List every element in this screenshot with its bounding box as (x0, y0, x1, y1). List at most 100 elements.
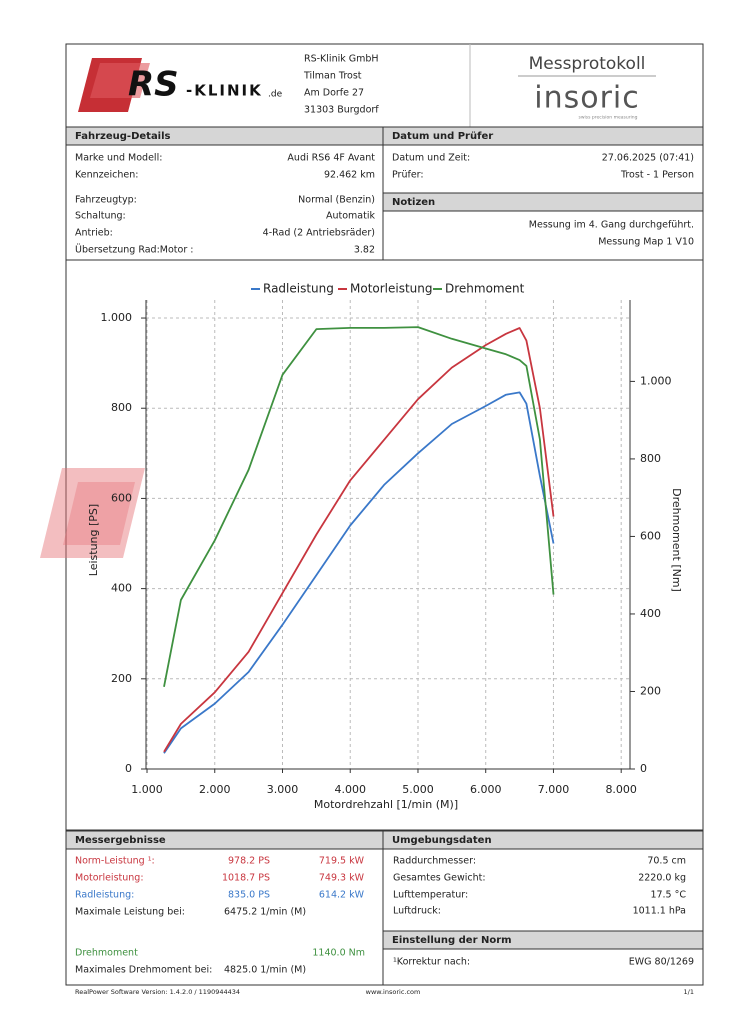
y2-tick-label: 0 (640, 762, 647, 775)
y2-axis-title: Drehmoment [Nm] (670, 488, 683, 592)
field-value: 2220.0 kg (638, 873, 686, 884)
series-line (163, 326, 555, 687)
field-value: 27.06.2025 (07:41) (602, 153, 694, 164)
series-line (163, 391, 555, 754)
x-axis-title: Motordrehzahl [1/min (M)] (314, 798, 458, 811)
address-line: RS-Klinik GmbH (304, 54, 379, 65)
section-title: Datum und Prüfer (392, 131, 493, 142)
y-tick-label: 1.000 (101, 311, 133, 324)
field-label: Lufttemperatur: (393, 890, 468, 901)
y-tick-label: 600 (111, 491, 132, 504)
result-label: Maximale Leistung bei: (75, 907, 185, 918)
field-value: Trost - 1 Person (620, 170, 694, 181)
result-value: 6475.2 1/min (M) (224, 907, 306, 918)
tagline: swiss precision measuring (578, 115, 637, 121)
section-bar (65, 830, 704, 850)
section-title: Fahrzeug-Details (75, 131, 171, 142)
note: Messung Map 1 V10 (598, 237, 694, 248)
field-label: Marke und Modell: (75, 153, 162, 164)
address-line: Am Dorfe 27 (304, 88, 364, 99)
result-value: 4825.0 1/min (M) (224, 965, 306, 976)
watermark (40, 468, 145, 558)
section-title: Notizen (392, 197, 435, 208)
field-value: Automatik (326, 211, 375, 222)
brand: insoric (534, 81, 640, 116)
field-label: Datum und Zeit: (392, 153, 470, 164)
logo-shape (90, 63, 150, 98)
doc-title: Messprotokoll (529, 54, 646, 74)
y2-tick-label: 200 (640, 684, 661, 697)
x-tick-label: 2.000 (199, 783, 231, 796)
field-value: Normal (Benzin) (298, 195, 375, 206)
result-kw: 719.5 kW (319, 856, 365, 867)
result-label: Maximales Drehmoment bei: (75, 965, 212, 976)
legend-label: Motorleistung (350, 282, 433, 296)
section-bar (382, 192, 704, 212)
section-title: Messergebnisse (75, 835, 166, 846)
field-value: 17.5 °C (650, 890, 686, 901)
field-value: EWG 80/1269 (629, 957, 694, 968)
field-label: Gesamtes Gewicht: (393, 873, 486, 884)
footer-text: RealPower Software Version: 1.4.2.0 / 11… (75, 988, 240, 996)
logo-text: RS (128, 65, 179, 105)
note: Messung im 4. Gang durchgeführt. (529, 220, 694, 231)
y2-tick-label: 400 (640, 607, 661, 620)
y-tick-label: 800 (111, 401, 132, 414)
y2-tick-label: 600 (640, 529, 661, 542)
x-tick-label: 7.000 (538, 783, 570, 796)
x-tick-label: 3.000 (267, 783, 299, 796)
y2-tick-label: 800 (640, 452, 661, 465)
plot-area (146, 300, 630, 769)
x-tick-label: 4.000 (334, 783, 366, 796)
footer-text: www.insoric.com (366, 988, 421, 996)
x-tick-label: 5.000 (402, 783, 434, 796)
field-label: Antrieb: (75, 228, 113, 239)
field-value: 1011.1 hPa (633, 906, 686, 917)
result-label: Radleistung: (75, 890, 134, 901)
field-value: 70.5 cm (647, 856, 686, 867)
field-label: Fahrzeugtyp: (75, 195, 137, 206)
watermark (63, 482, 135, 545)
field-label: Raddurchmesser: (393, 856, 476, 867)
field-value: Audi RS6 4F Avant (287, 153, 375, 164)
section-bar (382, 930, 704, 950)
footer-text: 1/1 (684, 988, 694, 996)
x-tick-label: 8.000 (605, 783, 637, 796)
y-tick-label: 400 (111, 582, 132, 595)
result-label: Drehmoment (75, 948, 138, 959)
legend-label: Radleistung (263, 282, 334, 296)
field-label: Prüfer: (392, 170, 424, 181)
result-ps: 1018.7 PS (222, 873, 270, 884)
field-label: Übersetzung Rad:Motor : (75, 245, 193, 256)
y-axis-title: Leistung [PS] (87, 504, 100, 576)
result-kw: 614.2 kW (319, 890, 365, 901)
result-ps: 978.2 PS (228, 856, 270, 867)
result-label: Norm-Leistung ¹: (75, 856, 155, 867)
result-value: 1140.0 Nm (312, 948, 365, 959)
section-title: Umgebungsdaten (392, 835, 492, 846)
address-line: 31303 Burgdorf (304, 105, 379, 116)
x-tick-label: 1.000 (131, 783, 163, 796)
field-value: 4-Rad (2 Antriebsräder) (263, 228, 375, 239)
address-line: Tilman Trost (303, 71, 362, 82)
field-label: Schaltung: (75, 211, 126, 222)
section-bar (65, 126, 704, 146)
legend-label: Drehmoment (445, 282, 525, 296)
field-label: ¹Korrektur nach: (393, 957, 470, 968)
result-label: Motorleistung: (75, 873, 144, 884)
y2-tick-label: 1.000 (640, 374, 672, 387)
logo-text: -KLINIK (186, 82, 263, 100)
field-value: 92.462 km (324, 170, 375, 181)
y-tick-label: 0 (125, 762, 132, 775)
x-tick-label: 6.000 (470, 783, 502, 796)
y-tick-label: 200 (111, 672, 132, 685)
result-ps: 835.0 PS (228, 890, 270, 901)
field-label: Luftdruck: (393, 906, 441, 917)
result-kw: 749.3 kW (319, 873, 365, 884)
field-value: 3.82 (354, 245, 375, 256)
section-title: Einstellung der Norm (392, 935, 512, 946)
series-line (163, 327, 555, 753)
logo-text: .de (268, 90, 283, 100)
